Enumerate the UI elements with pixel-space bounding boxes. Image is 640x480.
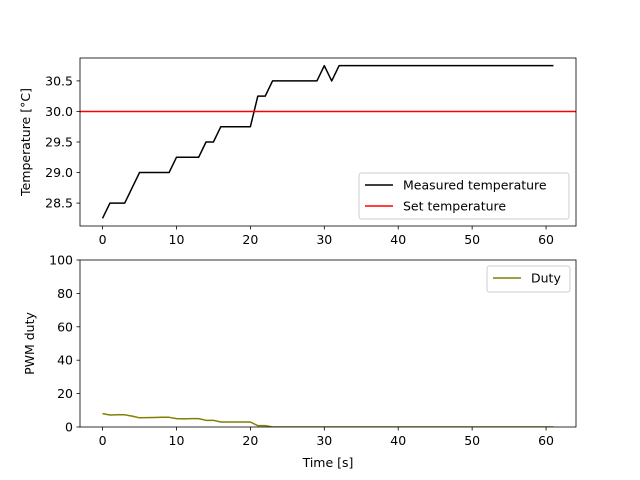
y-tick-label: 80 bbox=[57, 286, 73, 301]
y-tick-label: 0 bbox=[65, 420, 73, 435]
y-tick-label: 100 bbox=[49, 253, 73, 268]
x-tick-label: 0 bbox=[99, 232, 107, 247]
x-tick-label: 50 bbox=[464, 433, 480, 448]
measured-temperature-line bbox=[101, 64, 554, 219]
duty-line bbox=[102, 412, 554, 427]
x-tick-label: 40 bbox=[390, 433, 406, 448]
y-tick-label: 20 bbox=[57, 386, 73, 401]
legend: Measured temperature Set temperature bbox=[358, 172, 570, 220]
y-axis-label: Temperature [°C] bbox=[18, 88, 33, 197]
x-tick-label: 60 bbox=[538, 232, 554, 247]
x-tick-label: 50 bbox=[464, 232, 480, 247]
temperature-axes: 0 10 20 30 40 50 60 28.5 29.0 29.5 30.0 30.5 Tempera… bbox=[18, 57, 577, 247]
y-tick-label: 30.0 bbox=[45, 104, 73, 119]
legend-label-set-temperature: Set temperature bbox=[403, 199, 506, 214]
series-group bbox=[80, 64, 576, 219]
x-tick-label: 40 bbox=[390, 232, 406, 247]
legend-box bbox=[486, 265, 571, 293]
x-tick-label: 60 bbox=[538, 433, 554, 448]
y-tick-label: 29.5 bbox=[45, 135, 73, 150]
x-tick-label: 30 bbox=[316, 232, 332, 247]
legend: Duty bbox=[486, 265, 571, 293]
y-axis-label: PWM duty bbox=[22, 311, 37, 374]
y-tick-label: 28.5 bbox=[45, 196, 73, 211]
series-group bbox=[102, 412, 554, 427]
y-tick-label: 29.0 bbox=[45, 165, 73, 180]
legend-label-duty: Duty bbox=[531, 271, 561, 286]
x-tick-label: 10 bbox=[169, 232, 185, 247]
y-tick-label: 60 bbox=[57, 319, 73, 334]
x-tick-label: 30 bbox=[316, 433, 332, 448]
x-axis-label: Time [s] bbox=[302, 455, 354, 470]
y-tick-label: 40 bbox=[57, 353, 73, 368]
x-tick-label: 20 bbox=[242, 232, 258, 247]
pwm-duty-axes: 0 10 20 30 40 50 60 0 20 40 60 80 100 PWM duty Time [s… bbox=[22, 253, 577, 470]
axes-frame bbox=[79, 259, 577, 428]
legend-label-measured-temperature: Measured temperature bbox=[403, 178, 547, 193]
x-tick-label: 20 bbox=[242, 433, 258, 448]
x-tick-label: 10 bbox=[169, 433, 185, 448]
y-tick-label: 30.5 bbox=[45, 73, 73, 88]
x-tick-label: 0 bbox=[99, 433, 107, 448]
legend-box bbox=[358, 172, 570, 220]
